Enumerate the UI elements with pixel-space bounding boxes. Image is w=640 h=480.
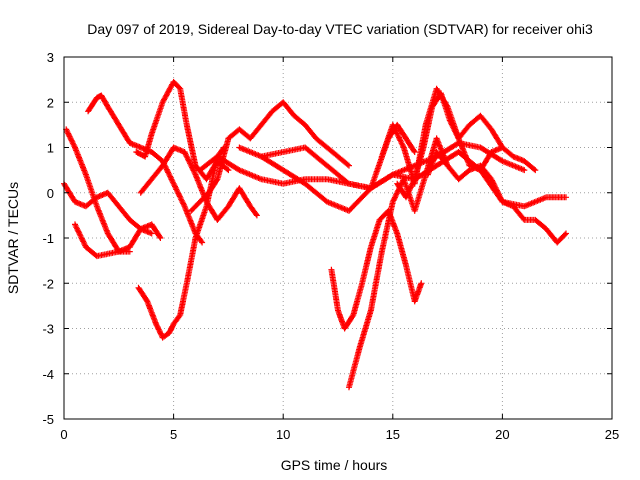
series-markers	[328, 207, 425, 332]
series-markers	[72, 221, 155, 260]
series-markers	[135, 144, 227, 341]
data-series-pass-1	[63, 126, 133, 255]
y-tick-label: -5	[42, 412, 54, 427]
series-markers	[394, 90, 539, 201]
data-series-pass-3	[72, 221, 155, 260]
data-series-pass-13	[346, 135, 451, 391]
series-markers	[346, 135, 451, 391]
y-tick-label: -1	[42, 231, 54, 246]
x-tick-label: 15	[386, 427, 400, 442]
series-layer	[61, 78, 569, 391]
data-series-pass-15	[394, 90, 539, 201]
grid-lines	[64, 57, 612, 419]
y-tick-label: -2	[42, 276, 54, 291]
data-series-pass-16	[424, 149, 569, 246]
series-markers	[188, 99, 352, 214]
data-series-pass-6	[133, 78, 232, 183]
series-markers	[85, 92, 206, 246]
data-series-pass-4	[85, 92, 206, 246]
y-tick-label: 3	[47, 50, 54, 65]
y-tick-label: 0	[47, 186, 54, 201]
tick-layer: 0 5 10 15 20 25 -5 -4 -3 -2 -1 0 1 2 3	[42, 50, 619, 442]
x-tick-label: 10	[276, 427, 290, 442]
series-markers	[133, 78, 232, 183]
data-series-pass-8	[188, 99, 352, 214]
y-tick-label: 2	[47, 95, 54, 110]
x-axis-label: GPS time / hours	[281, 457, 388, 473]
y-tick-label: -3	[42, 322, 54, 337]
x-tick-label: 5	[170, 427, 177, 442]
y-axis-label: SDTVAR / TECUs	[5, 182, 21, 294]
y-tick-label: 1	[47, 141, 54, 156]
series-markers	[424, 149, 569, 246]
series-markers	[63, 126, 133, 255]
x-tick-label: 25	[605, 427, 619, 442]
data-series-pass-12	[328, 207, 425, 332]
chart-title: Day 097 of 2019, Sidereal Day-to-day VTE…	[87, 21, 593, 37]
x-tick-label: 20	[495, 427, 509, 442]
plot-frame	[63, 56, 613, 420]
y-tick-label: -4	[42, 367, 54, 382]
data-series-pass-5	[135, 144, 227, 341]
x-tick-label: 0	[60, 427, 67, 442]
